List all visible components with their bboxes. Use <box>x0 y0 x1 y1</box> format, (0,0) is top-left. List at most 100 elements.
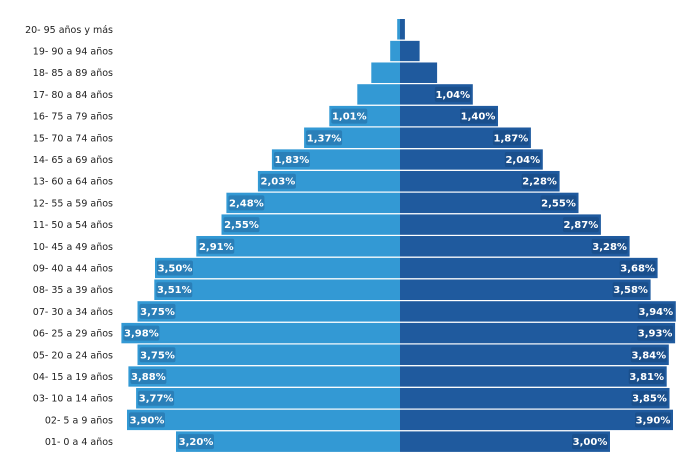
value-label-bg-right <box>631 390 668 406</box>
value-label-bg-right <box>434 86 471 102</box>
bar-right-8 <box>400 170 560 192</box>
value-label-bg-right <box>540 195 577 211</box>
value-label-bg-left <box>157 260 193 276</box>
value-label-bg-right <box>562 217 599 233</box>
value-label-right: 2,55% <box>541 198 576 209</box>
value-label-left: 3,20% <box>179 437 214 448</box>
category-label: 11- 50 a 54 años <box>33 220 113 231</box>
value-label-right: 3,84% <box>631 350 666 361</box>
bar-right-3 <box>400 62 438 83</box>
value-label-bg-right <box>619 260 656 276</box>
value-label-bg-left <box>130 369 167 384</box>
category-label: 08- 35 a 39 años <box>33 285 113 296</box>
value-label-right: 3,58% <box>613 285 648 296</box>
category-label: 18- 85 a 89 años <box>33 68 113 79</box>
bar-left-13 <box>154 279 400 300</box>
value-label-bg-left <box>228 195 265 211</box>
value-label-left: 3,50% <box>158 264 193 275</box>
bar-right-9 <box>400 192 579 214</box>
value-label-right: 1,40% <box>461 112 496 123</box>
value-label-left: 1,83% <box>275 155 310 166</box>
value-label-bg-right <box>504 152 541 167</box>
category-label: 05- 20 a 24 años <box>33 350 113 361</box>
value-label-bg-right <box>492 130 529 146</box>
value-label-bg-left <box>223 217 260 233</box>
category-label: 13- 60 a 64 años <box>33 177 113 188</box>
bar-right-20 <box>400 431 610 452</box>
value-label-bg-right <box>572 434 608 450</box>
value-label-left: 2,03% <box>261 177 296 188</box>
value-label-bg-left <box>138 390 175 406</box>
bar-right-12 <box>400 257 658 279</box>
bar-left-18 <box>136 387 400 409</box>
value-label-left: 2,91% <box>199 242 234 253</box>
value-label-right: 3,28% <box>592 242 627 253</box>
value-label-right: 3,00% <box>573 437 608 448</box>
bar-left-9 <box>226 192 400 214</box>
bar-left-11 <box>196 236 400 257</box>
bar-right-14 <box>400 301 676 322</box>
bar-left-20 <box>176 431 400 452</box>
value-label-right: 3,68% <box>620 264 655 275</box>
value-label-bg-left <box>178 434 214 450</box>
bar-left-2 <box>390 40 400 62</box>
value-label-right: 3,85% <box>632 394 667 405</box>
value-label-right: 3,81% <box>629 372 664 383</box>
category-label: 09- 40 a 44 años <box>33 264 113 275</box>
value-label-bg-right <box>460 108 496 124</box>
category-label: 20- 95 años y más <box>25 25 113 36</box>
bar-right-15 <box>400 322 676 344</box>
bar-right-17 <box>400 366 667 387</box>
bar-left-3 <box>371 62 400 83</box>
value-label-bg-right <box>637 303 674 319</box>
value-label-left: 3,75% <box>140 350 175 361</box>
category-label: 06- 25 a 29 años <box>33 329 113 340</box>
category-label: 19- 90 a 94 años <box>33 47 113 58</box>
value-label-right: 3,93% <box>638 329 673 340</box>
value-label-right: 2,87% <box>564 220 599 231</box>
value-label-bg-left <box>156 282 193 298</box>
category-label: 17- 80 a 84 años <box>33 90 113 101</box>
bar-left-4 <box>357 84 400 105</box>
value-label-bg-left <box>259 173 296 189</box>
value-label-left: 2,55% <box>224 220 259 231</box>
value-label-bg-right <box>612 282 649 298</box>
value-label-left: 3,90% <box>130 415 165 426</box>
category-label: 12- 55 a 59 años <box>33 198 113 209</box>
bars-group <box>110 19 700 452</box>
value-label-left: 2,48% <box>229 198 264 209</box>
value-label-left: 1,01% <box>332 112 367 123</box>
bar-left-15 <box>121 322 401 344</box>
bar-right-2 <box>400 40 420 62</box>
value-label-right: 1,04% <box>435 90 470 101</box>
value-label-bg-right <box>637 325 674 341</box>
value-label-bg-left <box>273 152 310 167</box>
bar-left-1 <box>397 19 400 40</box>
category-label: 02- 5 a 9 años <box>45 415 113 426</box>
value-label-left: 3,98% <box>124 329 159 340</box>
value-label-left: 1,37% <box>307 133 342 144</box>
bar-right-19 <box>400 409 673 431</box>
bar-left-12 <box>155 257 400 279</box>
bar-left-14 <box>137 301 400 322</box>
bar-left-17 <box>128 366 400 387</box>
value-label-right: 2,28% <box>522 177 557 188</box>
bar-right-1 <box>400 19 405 40</box>
value-label-right: 3,94% <box>638 307 673 318</box>
value-label-bg-left <box>139 303 176 319</box>
value-label-bg-right <box>635 412 671 428</box>
value-label-right: 2,04% <box>505 155 540 166</box>
value-label-bg-left <box>198 238 235 254</box>
value-label-bg-left <box>129 412 165 428</box>
category-label: 10- 45 a 49 años <box>33 242 113 253</box>
bar-left-19 <box>127 409 400 431</box>
bar-right-13 <box>400 279 651 300</box>
category-label: 07- 30 a 34 años <box>33 307 113 318</box>
category-label: 14- 65 a 69 años <box>33 155 113 166</box>
bar-right-16 <box>400 344 669 366</box>
value-label-bg-right <box>591 238 628 254</box>
value-label-bg-left <box>139 347 176 363</box>
category-label: 04- 15 a 19 años <box>33 372 113 383</box>
bar-left-16 <box>137 344 400 366</box>
